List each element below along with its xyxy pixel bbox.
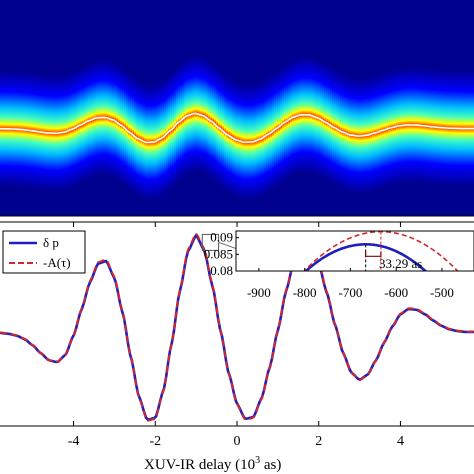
heatmap-column — [272, 73, 275, 190]
heatmap-column — [224, 74, 227, 191]
heatmap-column — [164, 78, 167, 195]
svg-text:XUV-IR delay (103 as): XUV-IR delay (103 as) — [144, 455, 281, 473]
heatmap-column — [176, 66, 179, 183]
inset-y-tick-label: 0.09 — [210, 230, 233, 245]
inset-y-tick-label: 0.085 — [204, 246, 233, 261]
heatmap-column — [214, 65, 217, 182]
inset-y-tick-label: 0.08 — [210, 263, 233, 278]
series-neg-A-line — [0, 231, 474, 422]
x-axis-label-text: XUV-IR delay (10 — [144, 457, 255, 473]
inset-series-neg-A-line — [303, 231, 459, 271]
heatmap-column — [134, 77, 137, 194]
heatmap-column — [222, 72, 225, 189]
heatmap-column — [132, 75, 135, 192]
main-x-tick-label: 4 — [397, 434, 404, 449]
heatmap-column — [212, 63, 215, 180]
heatmap-column — [126, 71, 129, 188]
heatmap-column — [278, 69, 281, 186]
heatmap-column — [168, 74, 171, 191]
heatmap-column — [280, 68, 283, 185]
legend-label-neg-A: -A(τ) — [43, 255, 71, 270]
heatmap-column — [270, 75, 273, 192]
heatmap-panel — [0, 0, 474, 216]
inset-series-delta-p-line — [304, 243, 428, 271]
main-x-tick-label: 2 — [315, 434, 322, 449]
inset-x-tick-label: -900 — [247, 285, 271, 300]
inset-annotation-shift: 33.29 as — [379, 256, 422, 271]
heatmap-column — [174, 69, 177, 186]
main-x-tick-label: 0 — [234, 434, 241, 449]
heatmap-column — [124, 69, 127, 186]
heatmap-column — [184, 59, 187, 176]
main-x-tick-label: -2 — [149, 434, 161, 449]
heatmap-column — [182, 61, 185, 178]
legend-label-delta-p: δ p — [43, 235, 59, 250]
heatmap-column — [122, 67, 125, 184]
heatmap-column — [166, 76, 169, 193]
main-x-tick-label: -4 — [68, 434, 80, 449]
heatmap-centerline — [0, 112, 474, 144]
heatmap-column — [282, 66, 285, 183]
heatmap-column — [180, 63, 183, 180]
main-plot: -4 -2 0 2 4 XUV-IR delay (103 as) δ p -A(τ) — [0, 221, 474, 473]
legend: δ p -A(τ) — [2, 230, 86, 274]
heatmap-column — [172, 71, 175, 188]
inset-x-tick-label: -500 — [430, 285, 454, 300]
main-x-ticks: -4 -2 0 2 4 — [68, 222, 404, 449]
x-axis-label-unit: as) — [260, 457, 281, 473]
heatmap-column — [206, 59, 209, 176]
inset-x-tick-label: -700 — [339, 285, 363, 300]
inset-x-tick-label: -600 — [384, 285, 408, 300]
inset-shift-bracket — [365, 251, 382, 257]
legend-box — [2, 230, 86, 274]
heatmap-column — [216, 67, 219, 184]
heatmap-column — [116, 63, 119, 180]
x-axis-label: XUV-IR delay (103 as) — [144, 455, 281, 473]
x-axis-label-exponent: 3 — [255, 455, 260, 466]
inset-frame — [235, 230, 474, 272]
inset-x-tick-label: -800 — [293, 285, 317, 300]
